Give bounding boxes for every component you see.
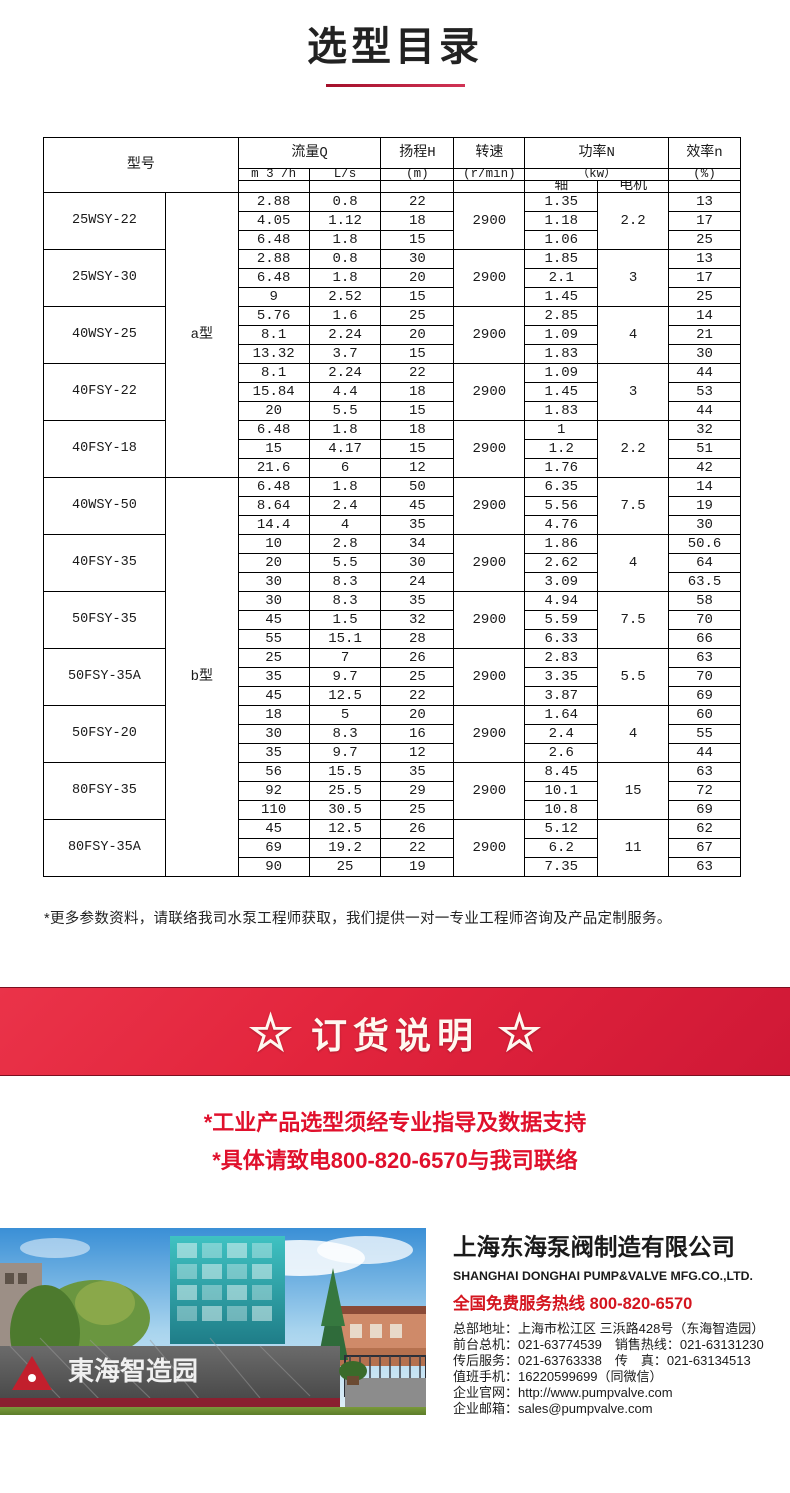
svg-text:東海智造园: 東海智造园 [68, 1356, 198, 1386]
